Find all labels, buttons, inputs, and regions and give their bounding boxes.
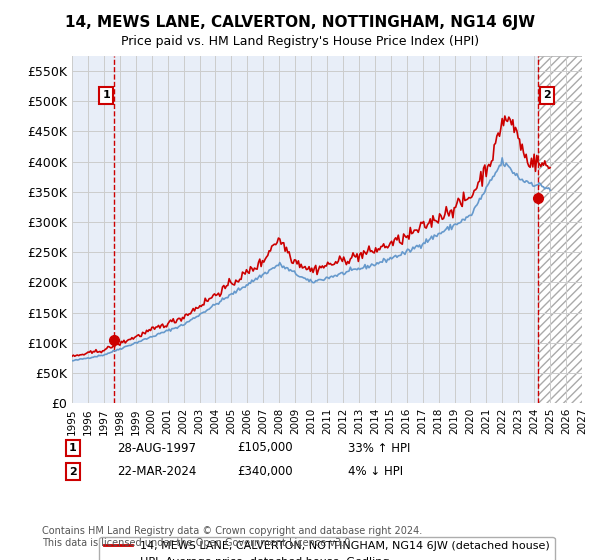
Text: Contains HM Land Registry data © Crown copyright and database right 2024.
This d: Contains HM Land Registry data © Crown c… bbox=[42, 526, 422, 548]
Text: 2: 2 bbox=[544, 90, 551, 100]
Text: 1: 1 bbox=[103, 90, 110, 100]
Text: 33% ↑ HPI: 33% ↑ HPI bbox=[348, 441, 410, 455]
Text: 2: 2 bbox=[69, 466, 77, 477]
Text: 1: 1 bbox=[69, 443, 77, 453]
Legend: 14, MEWS LANE, CALVERTON, NOTTINGHAM, NG14 6JW (detached house), HPI: Average pr: 14, MEWS LANE, CALVERTON, NOTTINGHAM, NG… bbox=[100, 537, 554, 560]
Text: 22-MAR-2024: 22-MAR-2024 bbox=[117, 465, 196, 478]
Text: £105,000: £105,000 bbox=[237, 441, 293, 455]
Text: 4% ↓ HPI: 4% ↓ HPI bbox=[348, 465, 403, 478]
Bar bbox=[538, 56, 582, 403]
Text: 14, MEWS LANE, CALVERTON, NOTTINGHAM, NG14 6JW: 14, MEWS LANE, CALVERTON, NOTTINGHAM, NG… bbox=[65, 15, 535, 30]
Text: 28-AUG-1997: 28-AUG-1997 bbox=[117, 441, 196, 455]
Text: £340,000: £340,000 bbox=[237, 465, 293, 478]
Text: Price paid vs. HM Land Registry's House Price Index (HPI): Price paid vs. HM Land Registry's House … bbox=[121, 35, 479, 48]
